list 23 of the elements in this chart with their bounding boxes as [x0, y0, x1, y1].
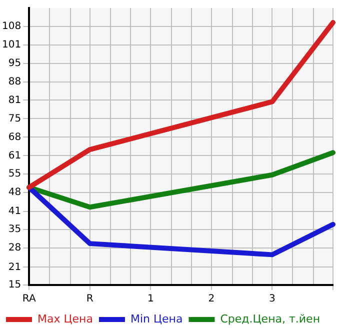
x-tick-label: RA [22, 294, 36, 305]
legend-label: Сред.Цена, т.йен [220, 312, 320, 326]
y-tick-label: 61 [8, 150, 22, 162]
y-tick-label: 48 [8, 187, 22, 198]
y-tick-label: 88 [8, 76, 22, 88]
y-tick-label: 28 [8, 242, 22, 254]
legend-label: Max Цена [38, 312, 93, 326]
y-tick-label: 75 [8, 113, 22, 124]
y-tick-label: 15 [8, 280, 22, 291]
legend-label: Min Цена [130, 312, 183, 326]
y-tick-label: 35 [8, 224, 22, 236]
x-tick-label: R [86, 294, 94, 305]
y-tick-label: 95 [8, 58, 22, 69]
y-tick-label: 101 [2, 39, 22, 50]
x-tick-label: 3 [269, 294, 276, 305]
y-tick-label: 108 [2, 20, 22, 32]
x-tick-label: 2 [208, 294, 215, 305]
y-tick-label: 81 [8, 94, 22, 106]
y-tick-label: 21 [8, 262, 22, 273]
y-tick-label: 41 [8, 206, 22, 218]
y-tick-label: 68 [8, 132, 22, 143]
x-tick-label: 1 [147, 294, 154, 305]
y-tick-label: 55 [8, 168, 22, 180]
